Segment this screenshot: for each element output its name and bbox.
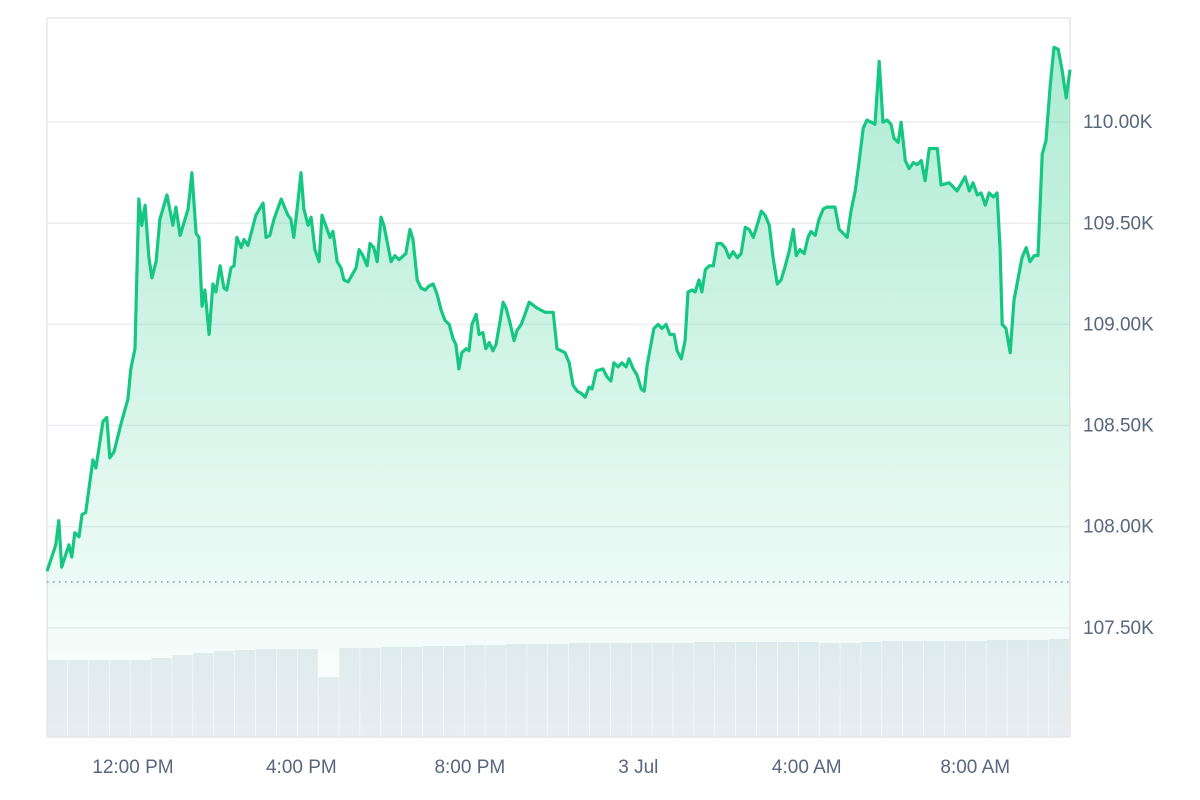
y-tick-label: 109.50K (1083, 213, 1154, 234)
y-tick-label: 110.00K (1083, 112, 1153, 133)
x-tick-label: 8:00 PM (434, 757, 505, 778)
x-tick-label: 8:00 AM (940, 757, 1010, 778)
x-tick-label: 12:00 PM (92, 757, 173, 778)
y-tick-label: 107.50K (1083, 618, 1154, 639)
price-line (45, 45, 1072, 572)
price-area (47, 47, 1070, 738)
x-tick-label: 4:00 AM (772, 757, 842, 778)
y-tick-label: 108.00K (1083, 517, 1154, 538)
x-tick-label: 3 Jul (618, 757, 658, 778)
y-tick-label: 109.00K (1083, 314, 1154, 335)
x-tick-label: 4:00 PM (266, 757, 337, 778)
y-tick-label: 108.50K (1083, 416, 1154, 437)
